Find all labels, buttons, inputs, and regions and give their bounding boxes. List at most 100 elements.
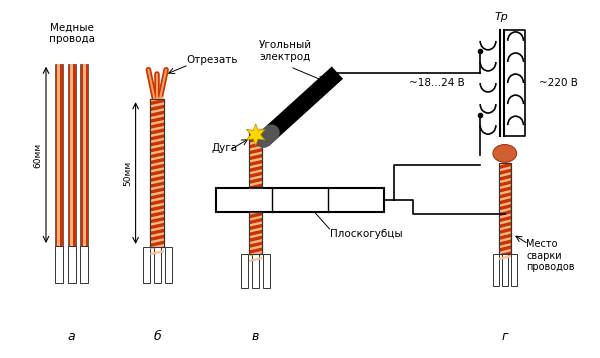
Polygon shape <box>249 128 262 133</box>
Polygon shape <box>499 231 511 237</box>
Polygon shape <box>249 175 262 180</box>
Bar <box>511 254 517 286</box>
Polygon shape <box>151 238 164 243</box>
Polygon shape <box>151 167 164 173</box>
Polygon shape <box>499 166 511 171</box>
Bar <box>70 64 73 246</box>
Bar <box>151 99 164 247</box>
Polygon shape <box>151 220 164 226</box>
Polygon shape <box>151 244 164 250</box>
Polygon shape <box>151 126 164 131</box>
Text: 60мм: 60мм <box>34 142 43 168</box>
Polygon shape <box>151 232 164 238</box>
Polygon shape <box>151 155 164 161</box>
Bar <box>154 247 161 283</box>
Text: в: в <box>252 330 259 343</box>
Bar <box>493 254 499 286</box>
Bar <box>151 99 164 247</box>
Polygon shape <box>151 161 164 167</box>
Polygon shape <box>151 197 164 202</box>
Polygon shape <box>151 185 164 190</box>
Text: Угольный
электрод: Угольный электрод <box>259 40 312 62</box>
Polygon shape <box>151 96 164 102</box>
Polygon shape <box>151 132 164 137</box>
Polygon shape <box>249 187 262 192</box>
Polygon shape <box>249 233 262 238</box>
Bar <box>499 163 511 254</box>
Polygon shape <box>499 208 511 213</box>
Polygon shape <box>499 190 511 195</box>
Polygon shape <box>151 114 164 120</box>
Polygon shape <box>151 138 164 143</box>
Polygon shape <box>249 169 262 175</box>
Polygon shape <box>499 225 511 231</box>
Polygon shape <box>499 219 511 225</box>
Polygon shape <box>499 255 511 260</box>
Polygon shape <box>151 144 164 149</box>
Text: Место
сварки
проводов: Место сварки проводов <box>526 239 575 272</box>
Text: Тр: Тр <box>495 13 509 23</box>
Polygon shape <box>151 203 164 208</box>
Bar <box>249 131 262 188</box>
Polygon shape <box>151 150 164 155</box>
Polygon shape <box>151 108 164 113</box>
Bar <box>58 64 60 246</box>
Bar <box>83 64 86 246</box>
Bar <box>55 246 63 283</box>
Polygon shape <box>499 249 511 254</box>
Text: Отрезать: Отрезать <box>187 55 238 65</box>
Polygon shape <box>499 243 511 248</box>
Bar <box>55 64 63 246</box>
Bar <box>80 246 88 283</box>
Polygon shape <box>499 172 511 178</box>
Polygon shape <box>249 251 262 256</box>
Bar <box>143 247 150 283</box>
Polygon shape <box>249 239 262 245</box>
Polygon shape <box>151 173 164 179</box>
Text: Дуга: Дуга <box>211 144 238 154</box>
Polygon shape <box>151 191 164 196</box>
Bar <box>80 64 88 246</box>
Bar <box>164 247 172 283</box>
Polygon shape <box>499 213 511 219</box>
Polygon shape <box>151 120 164 125</box>
Polygon shape <box>249 221 262 227</box>
Polygon shape <box>249 134 262 139</box>
Bar <box>217 188 383 212</box>
Bar <box>263 254 270 288</box>
Polygon shape <box>499 178 511 183</box>
Text: 50мм: 50мм <box>123 160 132 186</box>
Polygon shape <box>249 227 262 233</box>
Polygon shape <box>249 163 262 169</box>
Polygon shape <box>499 237 511 242</box>
Polygon shape <box>499 184 511 189</box>
Polygon shape <box>151 250 164 255</box>
Bar <box>249 131 262 188</box>
Polygon shape <box>249 245 262 250</box>
Bar <box>249 212 262 254</box>
Ellipse shape <box>493 145 517 162</box>
Polygon shape <box>151 102 164 108</box>
Bar <box>68 246 76 283</box>
Text: а: а <box>68 330 76 343</box>
Polygon shape <box>151 208 164 214</box>
Text: б: б <box>154 330 161 343</box>
Polygon shape <box>151 226 164 232</box>
Polygon shape <box>151 179 164 184</box>
Text: ~18...24 В: ~18...24 В <box>409 78 464 88</box>
Polygon shape <box>249 209 262 215</box>
Bar <box>499 163 511 254</box>
Polygon shape <box>249 146 262 151</box>
Bar <box>68 64 76 246</box>
Text: Плоскогубцы: Плоскогубцы <box>329 229 402 239</box>
Polygon shape <box>249 216 262 221</box>
Polygon shape <box>499 202 511 207</box>
Polygon shape <box>249 181 262 187</box>
Bar <box>502 254 508 286</box>
Polygon shape <box>247 124 265 146</box>
Polygon shape <box>499 196 511 201</box>
Text: ~220 В: ~220 В <box>539 78 578 88</box>
Polygon shape <box>249 257 262 262</box>
Polygon shape <box>249 151 262 157</box>
Polygon shape <box>249 158 262 163</box>
